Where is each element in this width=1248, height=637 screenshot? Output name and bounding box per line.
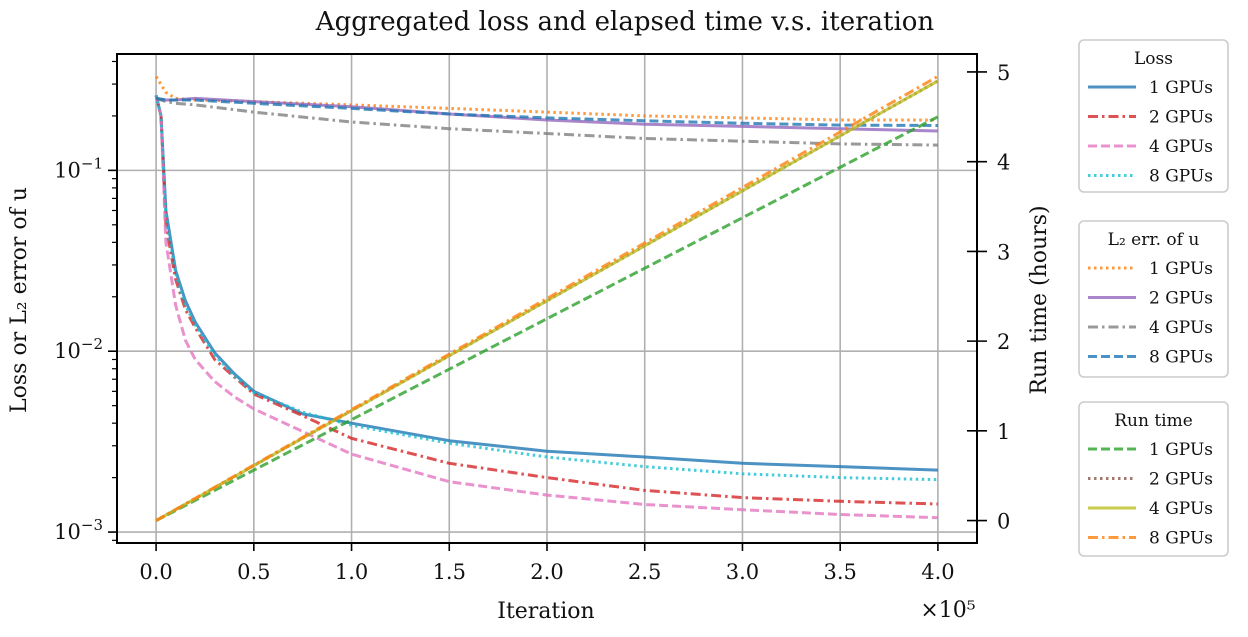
legend-entry-label: 4 GPUs — [1149, 499, 1213, 519]
series-line-loss-4-gpus — [154, 94, 938, 520]
series-line-loss-2-gpus — [154, 94, 938, 506]
y-right-tick-label: 5 — [997, 61, 1010, 85]
y-right-tick-label: 2 — [997, 330, 1010, 354]
chart-title: Aggregated loss and elapsed time v.s. it… — [315, 7, 935, 37]
y-right-tick-label: 4 — [997, 151, 1010, 175]
x-tick-label: 0.5 — [237, 560, 270, 584]
x-tick-label: 0.0 — [139, 560, 172, 584]
series-line-l-err-of-u-8-gpus — [155, 96, 938, 127]
x-offset-label: ×10⁵ — [920, 598, 975, 623]
y-axis-label-left: Loss or L₂ error of u — [7, 187, 32, 413]
series-line-l-err-of-u-4-gpus — [155, 96, 938, 147]
series-line-loss-8-gpus — [154, 94, 938, 482]
legend-entry-label: 1 GPUs — [1149, 78, 1213, 98]
legend-entry-label: 1 GPUs — [1149, 259, 1213, 279]
series-line-run-time-8-gpus — [155, 75, 939, 522]
legend-frame — [1078, 220, 1229, 378]
legend-title: L₂ err. of u — [1108, 230, 1200, 250]
x-tick-label: 3.5 — [823, 560, 856, 584]
legend-title: Loss — [1134, 49, 1173, 69]
x-tick-label: 1.0 — [335, 560, 368, 584]
y-axis-label-right: Run time (hours) — [1027, 205, 1052, 394]
legend-entry-label: 8 GPUs — [1149, 348, 1213, 368]
legend-box-1: L₂ err. of u 1 GPUs 2 GPUs 4 GPUs 8 GPUs — [1078, 220, 1229, 378]
tick-layer: 0.0 0.5 1.0 1.5 2.0 2.5 3.0 3.5 4.0 10−3 10−2 10−1 0… — [54, 60, 1010, 584]
y-right-tick-label: 1 — [997, 420, 1010, 444]
x-tick-label: 2.0 — [530, 560, 563, 584]
legend-entry-label: 4 GPUs — [1149, 318, 1213, 338]
legend-entry-label: 8 GPUs — [1149, 529, 1213, 549]
x-tick-label: 2.5 — [628, 560, 661, 584]
legend-frame — [1078, 39, 1229, 193]
series-line-run-time-1-gpus — [155, 115, 939, 522]
y-left-tick-label: 10−2 — [54, 335, 103, 363]
legend-entry-label: 8 GPUs — [1149, 167, 1213, 187]
x-axis-label: Iteration — [497, 599, 594, 624]
legend-box-2: Run time 1 GPUs 2 GPUs 4 GPUs 8 GPUs — [1078, 401, 1229, 557]
legend-entry-label: 2 GPUs — [1149, 289, 1213, 309]
y-right-tick-label: 3 — [997, 240, 1010, 264]
y-left-tick-label: 10−1 — [54, 154, 103, 182]
legend-entry-label: 4 GPUs — [1149, 137, 1213, 157]
x-tick-label: 1.5 — [433, 560, 466, 584]
legend-entry-label: 2 GPUs — [1149, 470, 1213, 490]
x-tick-label: 3.0 — [726, 560, 759, 584]
legend-entry-label: 2 GPUs — [1149, 108, 1213, 128]
series-layer — [154, 75, 939, 522]
series-line-l-err-of-u-1-gpus — [154, 75, 938, 122]
y-right-tick-label: 0 — [997, 510, 1010, 534]
legend-entry-label: 1 GPUs — [1149, 440, 1213, 460]
y-left-tick-label: 10−3 — [54, 516, 103, 544]
legend-frame — [1078, 401, 1229, 557]
legend-box-0: Loss 1 GPUs 2 GPUs 4 GPUs 8 GPUs — [1078, 39, 1229, 193]
x-tick-label: 4.0 — [921, 560, 954, 584]
legend-title: Run time — [1114, 411, 1193, 431]
